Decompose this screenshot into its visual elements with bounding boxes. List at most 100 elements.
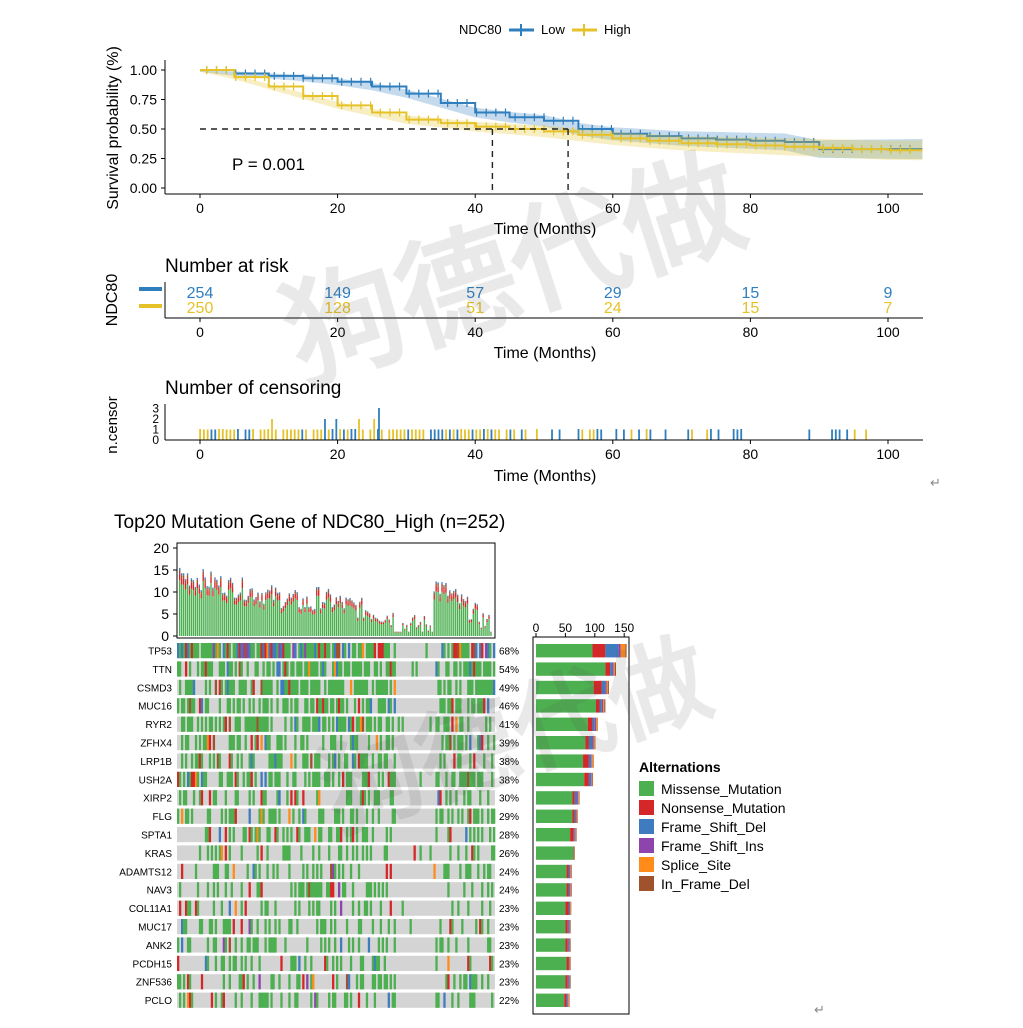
oncoplot-gene-label: CSMD3 (137, 683, 172, 694)
oncoplot-top-bar-segment (334, 610, 335, 636)
oncoplot-top-bar-segment (257, 596, 258, 600)
oncoplot-top-bar-segment (193, 585, 194, 591)
oncoplot-top-bar-segment (377, 622, 378, 636)
oncoplot-top-bar-segment (195, 596, 196, 636)
censor-bar (404, 430, 406, 441)
oncoplot-mutation-cell (264, 993, 266, 1008)
oncoplot-top-bar-segment (353, 603, 354, 605)
oncoplot-legend-label: Splice_Site (661, 857, 731, 873)
oncoplot-side-bar-segment (568, 920, 569, 933)
oncoplot-mutation-cell (437, 680, 439, 695)
oncoplot-side-bar-segment (577, 810, 578, 823)
oncoplot-top-bar-segment (218, 595, 219, 636)
oncoplot-top-bar-segment (430, 626, 431, 627)
oncoplot-mutation-cell (233, 680, 235, 695)
oncoplot-top-bar-segment (193, 582, 194, 585)
oncoplot-mutation-cell (225, 717, 227, 732)
oncoplot-mutation-cell (302, 882, 304, 897)
oncoplot-mutation-cell (352, 643, 354, 658)
oncoplot-mutation-cell (197, 901, 199, 916)
oncoplot-side-bar-segment (572, 791, 574, 804)
oncoplot-side-bar-segment (570, 902, 571, 915)
oncoplot-top-bar-segment (181, 573, 182, 575)
oncoplot-mutation-cell (459, 643, 461, 658)
oncoplot-top-bar-segment (214, 582, 215, 588)
oncoplot-mutation-cell (241, 661, 243, 676)
oncoplot-top-bar-segment (484, 628, 485, 636)
oncoplot-mutation-cell (465, 827, 467, 842)
censor-bar (335, 419, 337, 440)
oncoplot-mutation-cell (197, 772, 199, 787)
oncoplot-top-bar-segment (281, 608, 282, 609)
oncoplot-mutation-cell (350, 680, 352, 695)
oncoplot-mutation-cell (286, 680, 288, 695)
oncoplot-mutation-cell (473, 974, 475, 989)
oncoplot-top-bar-segment (479, 623, 480, 624)
oncoplot-top-bar-segment (240, 596, 241, 600)
oncoplot-top-bar-segment (469, 623, 470, 636)
oncoplot-mutation-cell (211, 717, 213, 732)
oncoplot-mutation-cell (211, 643, 213, 658)
oncoplot-top-bar-segment (295, 591, 296, 593)
oncoplot-mutation-cell (282, 643, 284, 658)
oncoplot-side-bar-segment (536, 791, 572, 804)
oncoplot-top-bar-segment (199, 589, 200, 594)
oncoplot-mutation-cell (435, 993, 437, 1008)
oncoplot-mutation-cell (231, 661, 233, 676)
oncoplot-mutation-cell (225, 882, 227, 897)
oncoplot-side-bar-segment (536, 865, 567, 878)
oncoplot-mutation-cell (300, 882, 302, 897)
censor-x-tick-label: 100 (876, 446, 900, 462)
oncoplot-mutation-cell (394, 680, 396, 695)
oncoplot-top-bar-segment (183, 585, 184, 636)
oncoplot-legend-swatch (639, 876, 654, 891)
oncoplot-mutation-cell (181, 919, 183, 934)
oncoplot-percent-label: 23% (499, 923, 519, 934)
oncoplot-top-bar-segment (404, 629, 405, 630)
oncoplot-top-bar-segment (279, 594, 280, 596)
oncoplot-mutation-cell (356, 680, 358, 695)
oncoplot-top-bar-segment (257, 600, 258, 636)
oncoplot-mutation-cell (300, 680, 302, 695)
oncoplot-mutation-cell (284, 643, 286, 658)
km-x-tick-label: 80 (743, 200, 759, 216)
oncoplot-top-bar-segment (265, 600, 266, 636)
oncoplot-top-bar-segment (347, 599, 348, 600)
censor-bar (589, 430, 591, 441)
oncoplot-top-bar-segment (312, 615, 313, 636)
oncoplot-mutation-cell (447, 864, 449, 879)
oncoplot-top-bar-segment (449, 599, 450, 636)
oncoplot-mutation-cell (354, 680, 356, 695)
oncoplot-mutation-cell (253, 864, 255, 879)
oncoplot-mutation-cell (324, 717, 326, 732)
oncoplot-mutation-cell (410, 919, 412, 934)
oncoplot-top-bar-segment (369, 617, 370, 636)
oncoplot-top-bar-segment (244, 601, 245, 603)
oncoplot-mutation-cell (249, 809, 251, 824)
oncoplot-top-bar-segment (410, 624, 411, 625)
oncoplot-top-bar-segment (298, 608, 299, 609)
oncoplot-mutation-cell (266, 845, 268, 860)
risk-value-high: 7 (884, 300, 893, 317)
oncoplot-mutation-cell (304, 698, 306, 713)
oncoplot-top-bar-segment (228, 584, 229, 590)
oncoplot-mutation-cell (447, 827, 449, 842)
oncoplot-top-bar-segment (328, 597, 329, 636)
oncoplot-mutation-cell (239, 974, 241, 989)
oncoplot-top-bar-segment (467, 598, 468, 600)
oncoplot-mutation-cell (197, 643, 199, 658)
oncoplot-top-bar-segment (279, 600, 280, 636)
oncoplot-top-bar-segment (187, 573, 188, 575)
oncoplot-top-bar-segment (208, 587, 209, 588)
oncoplot-mutation-cell (280, 735, 282, 750)
oncoplot-mutation-cell (382, 937, 384, 952)
oncoplot-top-bar-segment (295, 590, 296, 591)
oncoplot-mutation-cell (235, 809, 237, 824)
oncoplot-mutation-cell (241, 937, 243, 952)
oncoplot-mutation-cell (274, 753, 276, 768)
oncoplot-top-bar-segment (265, 596, 266, 600)
oncoplot-mutation-cell (382, 680, 384, 695)
oncoplot-mutation-cell (384, 643, 386, 658)
oncoplot-mutation-cell (274, 809, 276, 824)
oncoplot-mutation-cell (477, 661, 479, 676)
